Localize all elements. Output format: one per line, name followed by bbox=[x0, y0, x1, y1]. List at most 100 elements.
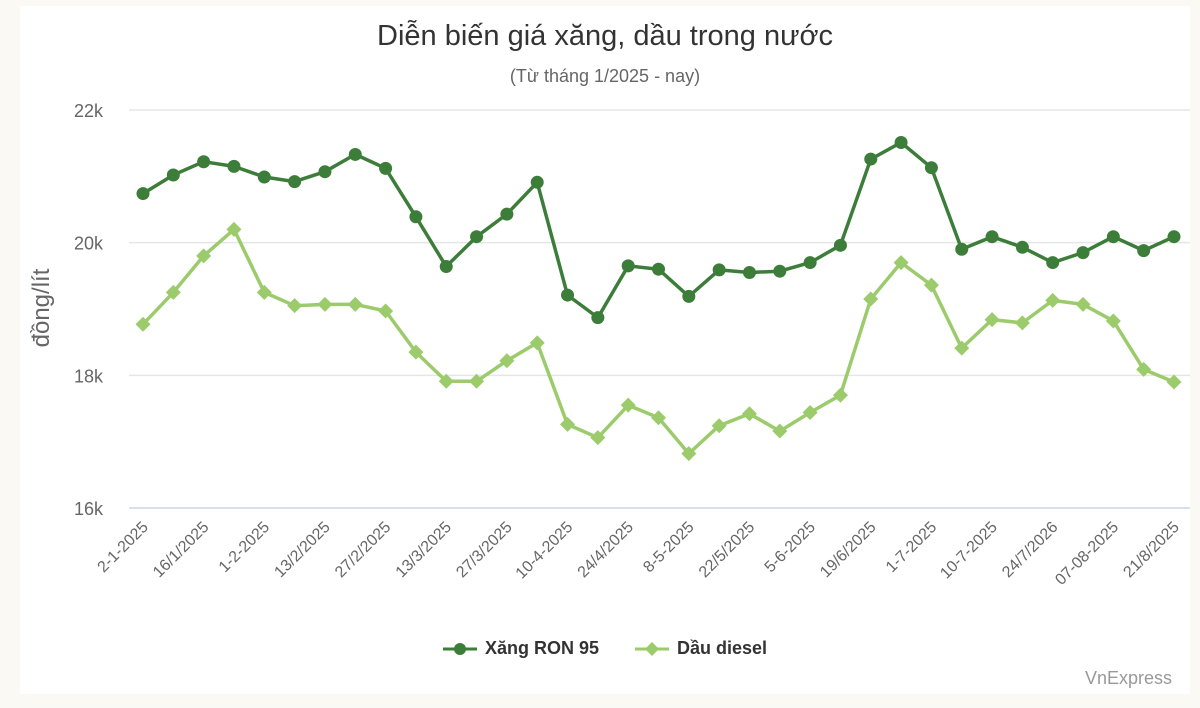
data-point[interactable] bbox=[621, 259, 635, 273]
data-point[interactable] bbox=[590, 430, 606, 446]
data-point[interactable] bbox=[166, 168, 180, 182]
data-point[interactable] bbox=[165, 284, 181, 300]
data-point[interactable] bbox=[954, 340, 970, 356]
data-point[interactable] bbox=[833, 238, 847, 252]
data-point[interactable] bbox=[863, 291, 879, 307]
data-point[interactable] bbox=[1075, 296, 1091, 312]
data-point[interactable] bbox=[681, 446, 697, 462]
series-ron95 bbox=[136, 136, 1181, 325]
data-point[interactable] bbox=[499, 353, 515, 369]
source-credit: VnExpress bbox=[1084, 668, 1172, 688]
data-point[interactable] bbox=[773, 264, 787, 278]
data-point[interactable] bbox=[1076, 246, 1090, 260]
data-point[interactable] bbox=[591, 311, 605, 325]
data-point[interactable] bbox=[561, 288, 575, 302]
data-point[interactable] bbox=[226, 221, 242, 237]
gridlines bbox=[129, 109, 1190, 509]
data-point[interactable] bbox=[803, 256, 817, 270]
data-point[interactable] bbox=[530, 175, 544, 189]
data-point[interactable] bbox=[802, 404, 818, 420]
y-axis-label: đồng/lít bbox=[28, 268, 55, 348]
x-tick-label: 13/2/2025 bbox=[271, 519, 333, 581]
data-point[interactable] bbox=[955, 242, 969, 256]
legend-item-ron95[interactable]: Xăng RON 95 bbox=[442, 638, 599, 659]
data-point[interactable] bbox=[1106, 230, 1120, 244]
data-point[interactable] bbox=[712, 263, 726, 277]
data-point[interactable] bbox=[1014, 315, 1030, 331]
data-point[interactable] bbox=[1105, 313, 1121, 329]
data-point[interactable] bbox=[439, 260, 453, 274]
data-point[interactable] bbox=[1136, 361, 1152, 377]
x-tick-label: 16/1/2025 bbox=[150, 519, 212, 581]
data-point[interactable] bbox=[711, 418, 727, 434]
data-point[interactable] bbox=[560, 416, 576, 432]
data-point[interactable] bbox=[500, 207, 514, 221]
data-point[interactable] bbox=[469, 373, 485, 389]
x-tick-label: 24/7/2026 bbox=[999, 519, 1061, 581]
x-tick-label: 21/8/2025 bbox=[1120, 519, 1182, 581]
data-point[interactable] bbox=[651, 410, 666, 426]
data-point[interactable] bbox=[984, 312, 1000, 328]
x-tick-label: 19/6/2025 bbox=[817, 519, 879, 581]
data-point[interactable] bbox=[864, 152, 878, 166]
data-point[interactable] bbox=[347, 296, 363, 312]
data-point[interactable] bbox=[832, 387, 848, 403]
data-point[interactable] bbox=[652, 262, 665, 276]
data-point[interactable] bbox=[1166, 374, 1182, 390]
chart-title: Diễn biến giá xăng, dầu trong nước bbox=[377, 20, 833, 52]
data-point[interactable] bbox=[318, 165, 332, 179]
data-point[interactable] bbox=[1045, 292, 1061, 308]
x-tick-label: 22/5/2025 bbox=[696, 519, 758, 581]
data-point[interactable] bbox=[288, 175, 302, 189]
data-point[interactable] bbox=[379, 161, 393, 175]
data-point[interactable] bbox=[317, 296, 333, 312]
data-point[interactable] bbox=[893, 255, 909, 271]
data-point[interactable] bbox=[470, 230, 484, 244]
data-point[interactable] bbox=[923, 277, 939, 293]
x-tick-label: 10-4-2025 bbox=[513, 519, 577, 583]
data-point[interactable] bbox=[196, 248, 212, 264]
data-point[interactable] bbox=[438, 373, 454, 389]
data-point[interactable] bbox=[408, 344, 424, 360]
data-point[interactable] bbox=[682, 289, 696, 303]
x-tick-label: 27/3/2025 bbox=[453, 519, 515, 581]
data-point[interactable] bbox=[924, 161, 938, 175]
data-point[interactable] bbox=[135, 316, 151, 332]
x-tick-label: 27/2/2025 bbox=[332, 519, 394, 581]
data-point[interactable] bbox=[1046, 256, 1060, 270]
data-point[interactable] bbox=[257, 170, 271, 184]
chart-card bbox=[20, 6, 1190, 694]
data-point[interactable] bbox=[985, 230, 999, 244]
x-tick-label: 8-5-2025 bbox=[640, 519, 697, 576]
data-point[interactable] bbox=[136, 187, 150, 201]
y-tick-label: 20k bbox=[74, 234, 104, 254]
y-tick-label: 18k bbox=[74, 366, 104, 386]
data-point[interactable] bbox=[256, 284, 272, 300]
x-tick-label: 5-6-2025 bbox=[762, 519, 819, 576]
legend-item-diesel[interactable]: Dầu diesel bbox=[634, 638, 767, 659]
chart-subtitle: (Từ tháng 1/2025 - nay) bbox=[509, 66, 701, 86]
x-tick-label: 10-7-2025 bbox=[937, 519, 1001, 583]
data-point[interactable] bbox=[894, 136, 908, 150]
data-point[interactable] bbox=[1167, 230, 1181, 244]
data-point[interactable] bbox=[529, 335, 545, 351]
x-tick-label: 1-7-2025 bbox=[883, 519, 940, 576]
diamond-marker-icon bbox=[634, 641, 669, 656]
data-point[interactable] bbox=[378, 303, 394, 319]
data-point[interactable] bbox=[287, 298, 303, 314]
data-point[interactable] bbox=[620, 397, 636, 413]
data-point[interactable] bbox=[409, 210, 423, 224]
data-point[interactable] bbox=[348, 147, 362, 161]
series-diesel bbox=[135, 221, 1182, 462]
circle-marker-icon bbox=[442, 642, 477, 655]
data-point[interactable] bbox=[1137, 244, 1151, 258]
data-point[interactable] bbox=[197, 155, 211, 169]
data-point[interactable] bbox=[742, 266, 756, 280]
series-lines bbox=[135, 136, 1182, 462]
data-point[interactable] bbox=[1015, 240, 1029, 254]
data-point[interactable] bbox=[227, 159, 241, 173]
y-tick-label: 16k bbox=[74, 499, 104, 519]
data-point[interactable] bbox=[741, 406, 757, 422]
data-point[interactable] bbox=[772, 423, 788, 439]
